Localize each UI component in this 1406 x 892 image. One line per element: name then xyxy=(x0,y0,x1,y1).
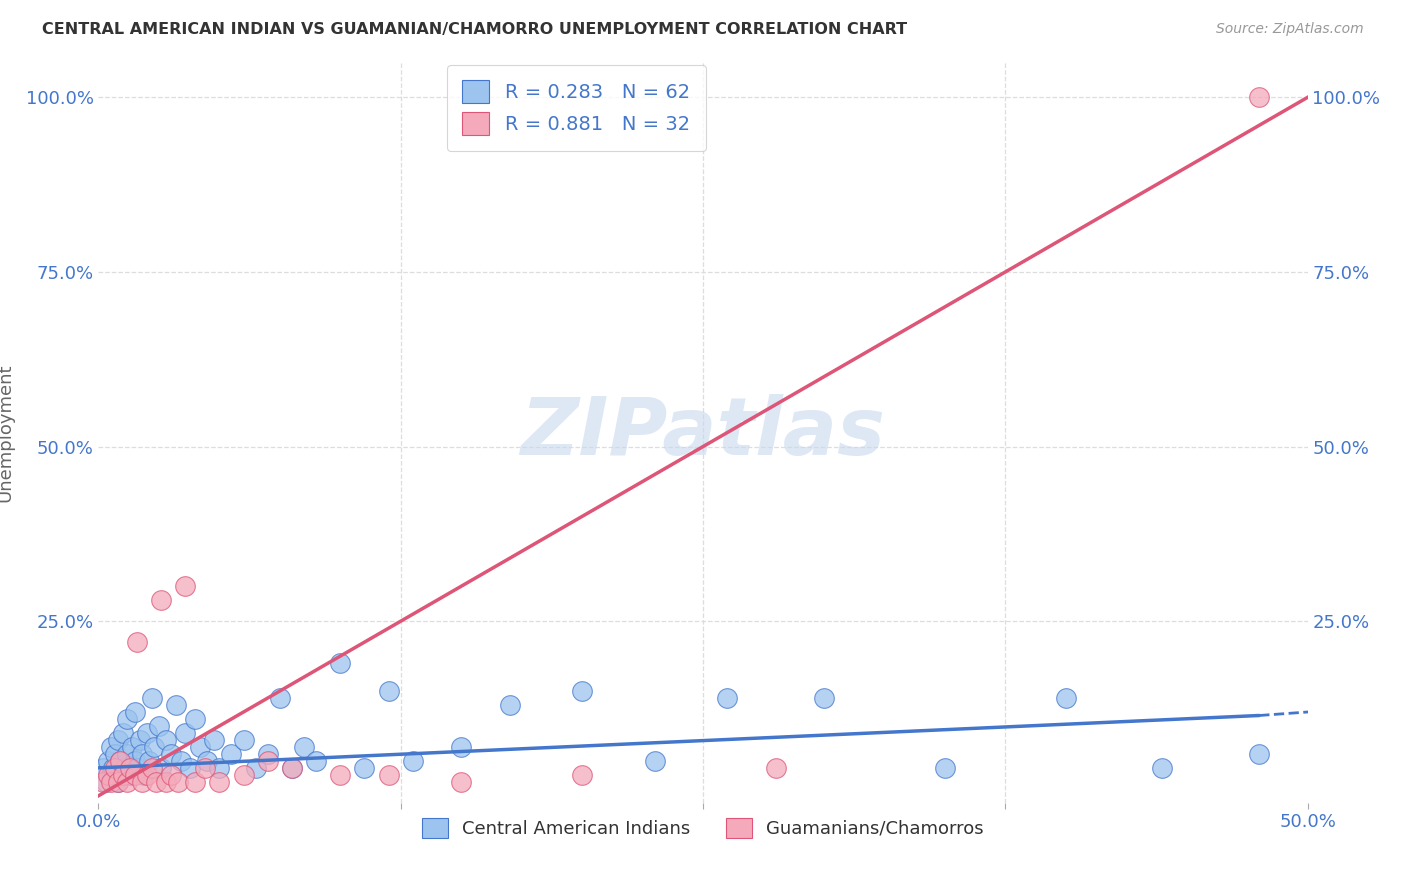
Point xyxy=(571,768,593,782)
Point xyxy=(134,768,156,782)
Point xyxy=(179,761,201,775)
Point xyxy=(107,775,129,789)
Point xyxy=(167,775,190,789)
Point xyxy=(281,761,304,775)
Point xyxy=(232,733,254,747)
Point xyxy=(100,739,122,754)
Point xyxy=(141,691,163,706)
Point xyxy=(124,768,146,782)
Point xyxy=(184,712,207,726)
Point xyxy=(353,761,375,775)
Point xyxy=(269,691,291,706)
Point xyxy=(128,733,150,747)
Point xyxy=(256,754,278,768)
Point xyxy=(184,775,207,789)
Legend: Central American Indians, Guamanians/Chamorros: Central American Indians, Guamanians/Cha… xyxy=(415,810,991,846)
Point xyxy=(245,761,267,775)
Point xyxy=(91,775,114,789)
Point xyxy=(127,635,149,649)
Point xyxy=(174,579,197,593)
Point xyxy=(165,698,187,712)
Point xyxy=(169,754,191,768)
Point xyxy=(160,768,183,782)
Point xyxy=(292,739,315,754)
Point xyxy=(121,739,143,754)
Text: CENTRAL AMERICAN INDIAN VS GUAMANIAN/CHAMORRO UNEMPLOYMENT CORRELATION CHART: CENTRAL AMERICAN INDIAN VS GUAMANIAN/CHA… xyxy=(42,22,907,37)
Point xyxy=(135,768,157,782)
Point xyxy=(94,775,117,789)
Point xyxy=(377,768,399,782)
Point xyxy=(114,761,136,775)
Y-axis label: Unemployment: Unemployment xyxy=(0,363,14,502)
Point xyxy=(194,761,217,775)
Point xyxy=(813,691,835,706)
Point xyxy=(117,747,139,761)
Point xyxy=(117,775,139,789)
Point xyxy=(221,747,243,761)
Point xyxy=(402,754,425,768)
Point xyxy=(1249,747,1271,761)
Point xyxy=(150,593,173,607)
Point xyxy=(118,761,141,775)
Point xyxy=(138,754,160,768)
Point xyxy=(135,726,157,740)
Point xyxy=(256,747,278,761)
Point xyxy=(143,739,166,754)
Point xyxy=(305,754,328,768)
Point xyxy=(644,754,666,768)
Point xyxy=(281,761,304,775)
Point xyxy=(498,698,520,712)
Point xyxy=(127,761,149,775)
Point xyxy=(208,775,231,789)
Point xyxy=(329,768,352,782)
Point xyxy=(377,684,399,698)
Point xyxy=(145,775,167,789)
Point xyxy=(104,747,127,761)
Point xyxy=(131,775,153,789)
Point xyxy=(117,712,139,726)
Point xyxy=(174,726,197,740)
Point xyxy=(450,775,472,789)
Point xyxy=(131,747,153,761)
Point xyxy=(141,761,163,775)
Point xyxy=(571,684,593,698)
Point xyxy=(100,768,122,782)
Point xyxy=(97,754,120,768)
Point xyxy=(108,754,131,768)
Point xyxy=(765,761,787,775)
Point xyxy=(232,768,254,782)
Point xyxy=(160,747,183,761)
Text: ZIPatlas: ZIPatlas xyxy=(520,393,886,472)
Point xyxy=(124,705,146,719)
Point xyxy=(111,768,134,782)
Point xyxy=(124,754,146,768)
Point xyxy=(107,733,129,747)
Point xyxy=(155,775,177,789)
Point xyxy=(101,761,124,775)
Point xyxy=(111,768,134,782)
Point xyxy=(100,775,122,789)
Point xyxy=(188,739,211,754)
Point xyxy=(107,775,129,789)
Point xyxy=(450,739,472,754)
Point xyxy=(91,761,114,775)
Point xyxy=(1054,691,1077,706)
Point xyxy=(111,726,134,740)
Point xyxy=(208,761,231,775)
Point xyxy=(155,733,177,747)
Point xyxy=(204,733,226,747)
Point xyxy=(97,768,120,782)
Point xyxy=(148,719,170,733)
Point xyxy=(934,761,956,775)
Point xyxy=(1249,90,1271,104)
Point xyxy=(716,691,738,706)
Point xyxy=(1152,761,1174,775)
Point xyxy=(150,761,173,775)
Point xyxy=(329,656,352,670)
Point xyxy=(108,754,131,768)
Point xyxy=(118,768,141,782)
Point xyxy=(104,761,127,775)
Point xyxy=(195,754,218,768)
Text: Source: ZipAtlas.com: Source: ZipAtlas.com xyxy=(1216,22,1364,37)
